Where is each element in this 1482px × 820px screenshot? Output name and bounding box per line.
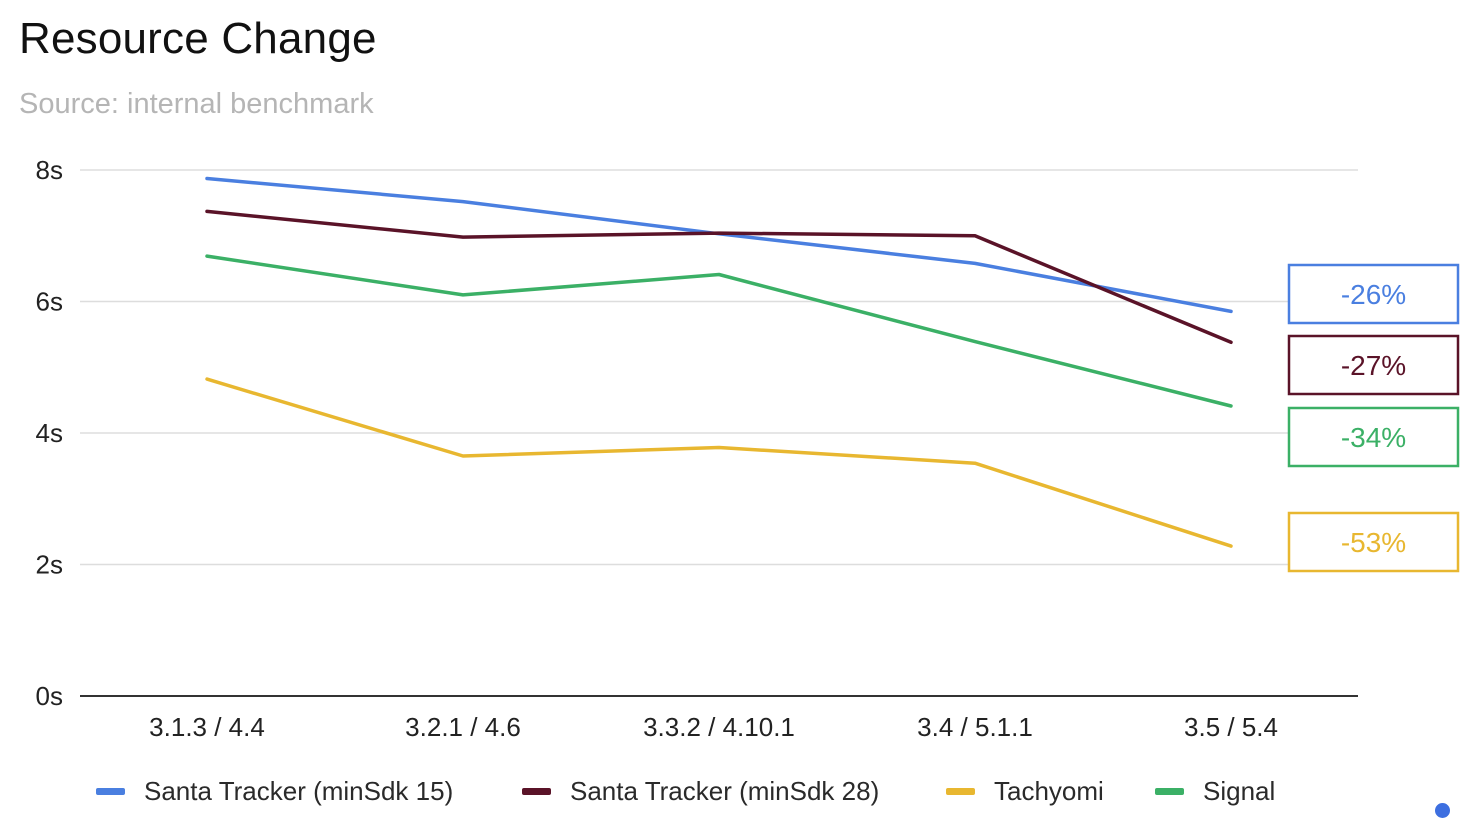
legend-swatch — [946, 788, 975, 795]
change-badge: -27% — [1287, 334, 1460, 396]
y-tick-label: 8s — [36, 155, 63, 185]
series-line-1 — [205, 209, 1233, 345]
chart-title: Resource Change — [19, 14, 377, 63]
change-badges: -26% -27% -34% -53% — [1287, 263, 1460, 573]
y-axis-ticks: 0s 2s 4s 6s 8s — [36, 155, 63, 711]
series-line-0 — [205, 176, 1233, 314]
x-axis-ticks: 3.1.3 / 4.4 3.2.1 / 4.6 3.3.2 / 4.10.1 3.4 … — [149, 712, 1278, 742]
legend-swatch — [1155, 788, 1184, 795]
x-tick-label: 3.5 / 5.4 — [1184, 712, 1278, 742]
legend-label: Santa Tracker (minSdk 15) — [144, 776, 453, 806]
change-badge-label: -27% — [1341, 350, 1406, 381]
y-tick-label: 2s — [36, 550, 63, 580]
change-badge: -53% — [1287, 511, 1460, 573]
change-badge-box — [1287, 263, 1460, 325]
change-badge-label: -34% — [1341, 422, 1406, 453]
legend-label: Santa Tracker (minSdk 28) — [570, 776, 879, 806]
series-line-2 — [205, 377, 1233, 548]
x-tick-label: 3.1.3 / 4.4 — [149, 712, 265, 742]
legend-item: Santa Tracker (minSdk 15) — [96, 776, 453, 806]
change-badge-box — [1287, 406, 1460, 468]
legend-swatch — [96, 788, 125, 795]
change-badge-box — [1287, 511, 1460, 573]
legend-item: Santa Tracker (minSdk 28) — [522, 776, 879, 806]
x-tick-label: 3.2.1 / 4.6 — [405, 712, 521, 742]
y-tick-label: 4s — [36, 418, 63, 448]
y-tick-label: 0s — [36, 681, 63, 711]
change-badge-label: -53% — [1341, 527, 1406, 558]
change-badge-box — [1287, 334, 1460, 396]
chart-subtitle: Source: internal benchmark — [19, 88, 374, 120]
legend-label: Signal — [1203, 776, 1275, 806]
y-tick-label: 6s — [36, 287, 63, 317]
change-badge-label: -26% — [1341, 279, 1406, 310]
legend-swatch — [522, 788, 551, 795]
change-badge: -26% — [1287, 263, 1460, 325]
x-tick-label: 3.3.2 / 4.10.1 — [643, 712, 795, 742]
legend: Santa Tracker (minSdk 15) Santa Tracker (… — [96, 776, 1275, 806]
change-badge: -34% — [1287, 406, 1460, 468]
legend-label: Tachyomi — [994, 776, 1104, 806]
x-tick-label: 3.4 / 5.1.1 — [917, 712, 1033, 742]
series-lines — [205, 176, 1233, 548]
gridlines — [80, 169, 1358, 697]
legend-item: Tachyomi — [946, 776, 1104, 806]
series-line-3 — [205, 254, 1233, 408]
legend-item: Signal — [1155, 776, 1275, 806]
indicator-dot — [1435, 803, 1450, 818]
